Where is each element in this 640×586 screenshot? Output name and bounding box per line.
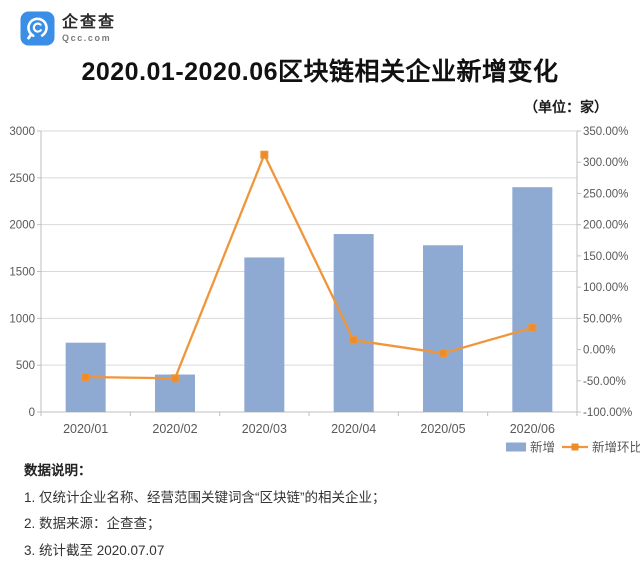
brand-domain: Qcc.com	[62, 32, 112, 43]
x-axis-category-label: 2020/02	[152, 422, 197, 436]
qcc-logo-icon	[20, 11, 55, 46]
trend-point-2020/01	[81, 373, 90, 382]
right-axis-tick-label: 200.00%	[583, 220, 628, 232]
legend-line-label: 新增环比	[592, 440, 640, 455]
chart-canvas: 0 500 1000 1500 2000 2500 3000 -100.00% -50.00% 0…	[9, 126, 640, 455]
right-axis-tick-label: 100.00%	[583, 282, 628, 294]
left-axis-tick-label: 3000	[9, 126, 35, 138]
right-axis-tick-label: -50.00%	[583, 376, 626, 388]
note-item-2: 2. 数据来源：企查查；	[24, 516, 161, 531]
bar-2020/04	[333, 234, 374, 412]
right-axis-tick-label: 350.00%	[583, 126, 628, 138]
note-item-1: 1. 仅统计企业名称、经营范围关键词含“区块链”的相关企业；	[24, 489, 386, 505]
unit-label: （单位：家）	[524, 99, 608, 115]
bar-2020/06	[512, 187, 553, 412]
bar-2020/05	[423, 245, 463, 412]
trend-point-2020/05	[439, 349, 447, 358]
legend-line-marker	[571, 443, 579, 451]
left-axis-tick-label: 1500	[9, 267, 35, 279]
bar-2020/03	[244, 257, 285, 412]
chart-area: 0 500 1000 1500 2000 2500 3000 -100.00% -50.00% 0…	[0, 115, 640, 460]
left-axis-tick-label: 2500	[9, 173, 35, 185]
right-axis-tick-label: -100.00%	[583, 407, 632, 419]
trend-point-2020/03	[260, 150, 269, 159]
x-axis-category-label: 2020/05	[420, 422, 465, 436]
note-item-3: 3. 统计截至 2020.07.07	[24, 542, 165, 558]
right-axis-tick-label: 250.00%	[583, 188, 628, 200]
trend-point-2020/04	[349, 336, 358, 345]
legend-bar-label: 新增	[530, 440, 555, 455]
brand-name: 企查查	[62, 13, 117, 31]
notes-heading: 数据说明：	[24, 463, 92, 478]
x-axis-category-label: 2020/01	[63, 422, 108, 436]
legend-bar-swatch	[506, 442, 526, 452]
right-axis-tick-label: 150.00%	[583, 251, 628, 263]
trend-line	[85, 153, 533, 380]
x-axis-category-label: 2020/03	[242, 422, 287, 436]
left-axis-tick-label: 0	[29, 407, 35, 419]
left-axis-tick-label: 1000	[9, 313, 35, 325]
trend-point-2020/02	[171, 374, 179, 383]
right-axis-tick-label: 50.00%	[583, 313, 622, 325]
page-title: 2020.01-2020.06区块链相关企业新增变化	[81, 58, 559, 86]
trend-point-2020/06	[528, 323, 537, 332]
right-axis-tick-label: 0.00%	[583, 345, 616, 357]
right-axis-tick-label: 300.00%	[583, 157, 628, 169]
left-axis-tick-label: 500	[16, 360, 35, 372]
data-notes: 数据说明： 1. 仅统计企业名称、经营范围关键词含“区块链”的相关企业； 2. …	[24, 458, 386, 564]
x-axis-category-label: 2020/04	[331, 422, 376, 436]
left-axis-tick-label: 2000	[9, 220, 35, 232]
qcc-logo: 企查查 Qcc.com	[20, 11, 116, 46]
x-axis-category-label: 2020/06	[510, 422, 555, 436]
